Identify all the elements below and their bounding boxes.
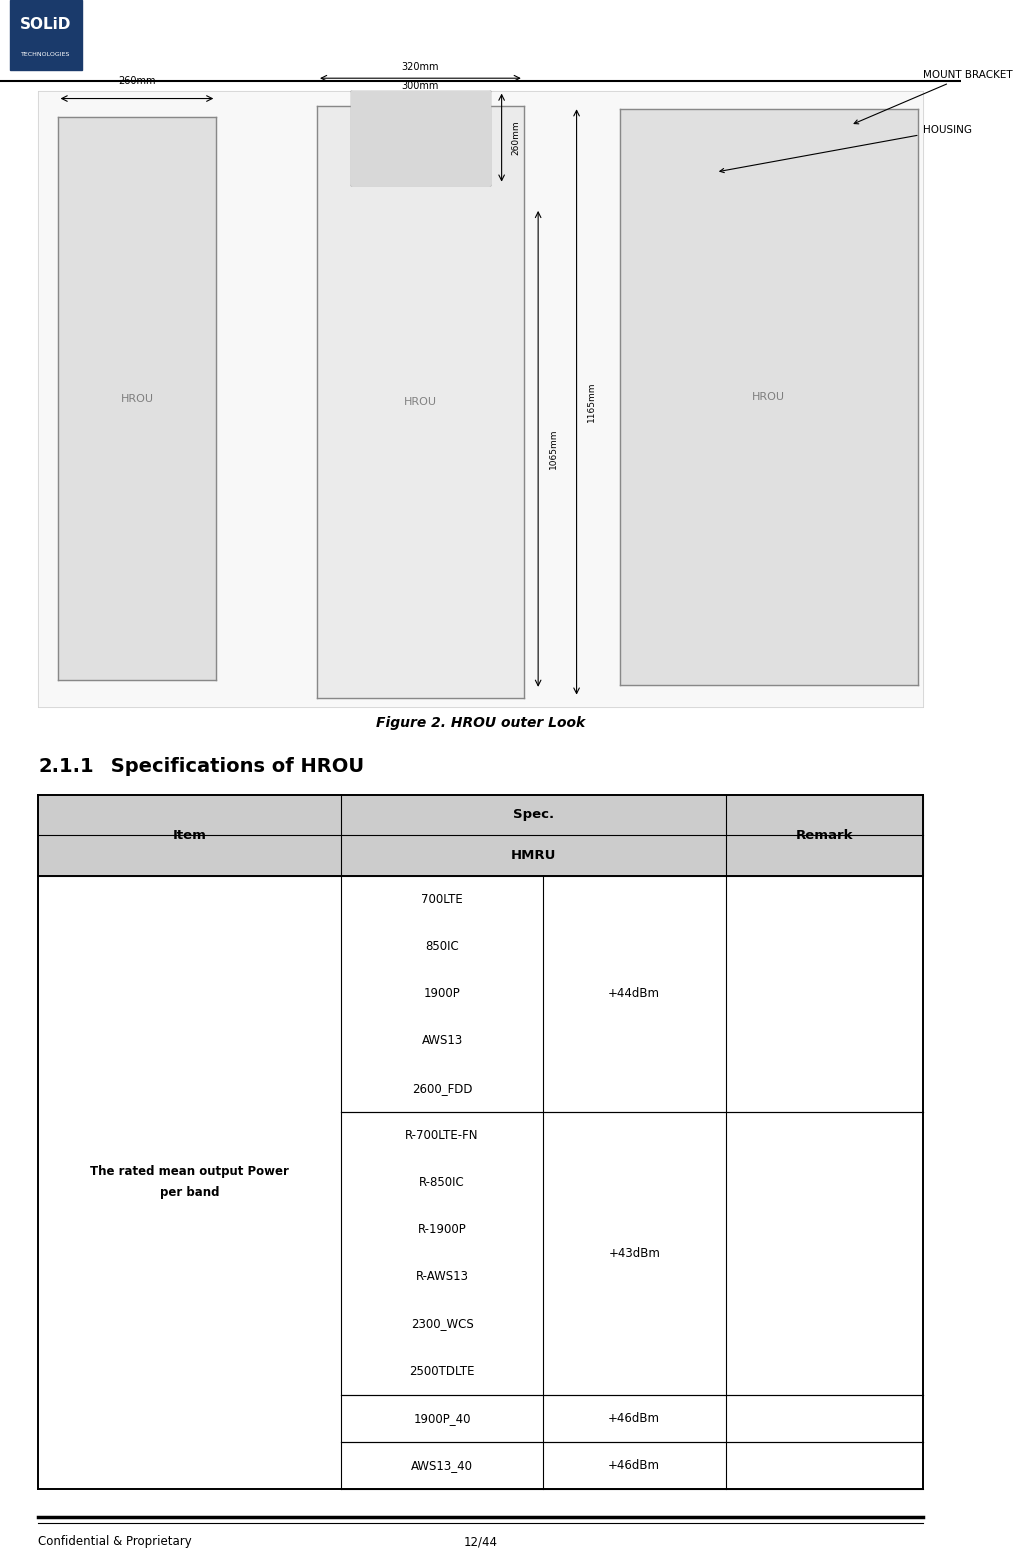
Text: MOUNT BRACKET: MOUNT BRACKET [854, 70, 1012, 124]
Bar [351, 91, 490, 185]
Text: HROU: HROU [752, 393, 786, 402]
Text: 320mm: 320mm [401, 63, 439, 72]
Text: 1900P_40: 1900P_40 [414, 1412, 471, 1425]
Text: 850IC: 850IC [425, 940, 459, 952]
Text: Confidential & Proprietary: Confidential & Proprietary [39, 1536, 193, 1548]
Text: 1165mm: 1165mm [587, 382, 596, 422]
Text: Item: Item [173, 829, 207, 841]
Text: 700LTE: 700LTE [421, 893, 463, 906]
Text: 2300_WCS: 2300_WCS [411, 1317, 474, 1331]
Text: 260mm: 260mm [512, 120, 521, 155]
Text: R-850IC: R-850IC [419, 1176, 465, 1189]
Text: 12/44: 12/44 [464, 1536, 497, 1548]
Bar [39, 91, 922, 707]
Text: +43dBm: +43dBm [608, 1247, 660, 1259]
Text: AWS13_40: AWS13_40 [411, 1459, 473, 1472]
Text: HROU: HROU [404, 397, 437, 407]
Text: 300mm: 300mm [401, 81, 439, 91]
Text: Specifications of HROU: Specifications of HROU [104, 757, 364, 776]
Bar [317, 106, 524, 698]
Text: 1900P: 1900P [424, 987, 461, 1001]
Text: Figure 2. HROU outer Look: Figure 2. HROU outer Look [376, 716, 585, 729]
Text: HOUSING: HOUSING [719, 125, 971, 172]
Text: R-AWS13: R-AWS13 [416, 1270, 469, 1282]
Bar [58, 117, 216, 680]
Text: +44dBm: +44dBm [608, 987, 660, 1001]
Text: TECHNOLOGIES: TECHNOLOGIES [21, 53, 70, 58]
Text: SOLiD: SOLiD [20, 17, 71, 33]
Text: R-1900P: R-1900P [418, 1223, 467, 1236]
Text: 2500TDLTE: 2500TDLTE [410, 1364, 475, 1378]
Text: Spec.: Spec. [513, 809, 554, 821]
Bar [39, 795, 922, 876]
Text: 1065mm: 1065mm [548, 429, 557, 469]
Text: Remark: Remark [795, 829, 853, 841]
Text: +46dBm: +46dBm [608, 1412, 660, 1425]
Text: +46dBm: +46dBm [608, 1459, 660, 1472]
Bar [620, 109, 918, 685]
Text: AWS13: AWS13 [422, 1034, 463, 1048]
Text: R-700LTE-FN: R-700LTE-FN [406, 1129, 479, 1142]
Bar [9, 0, 82, 70]
Text: HROU: HROU [120, 394, 154, 404]
Text: 2600_FDD: 2600_FDD [412, 1082, 472, 1095]
Text: 2.1.1: 2.1.1 [39, 757, 94, 776]
Text: 260mm: 260mm [118, 77, 156, 86]
Text: HMRU: HMRU [511, 849, 556, 862]
Text: The rated mean output Power
per band: The rated mean output Power per band [91, 1165, 289, 1200]
